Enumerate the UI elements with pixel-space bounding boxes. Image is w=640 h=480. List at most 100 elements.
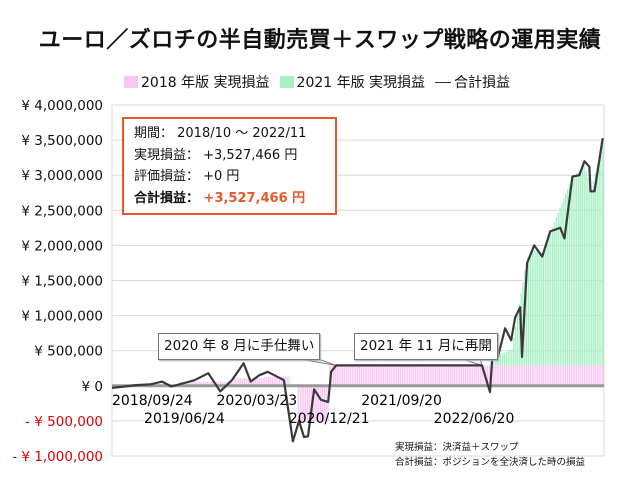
footnote-realized: 実現損益：決済益＋スワップ xyxy=(395,442,519,453)
bar-2021 xyxy=(581,167,584,366)
bar-2018 xyxy=(373,365,376,386)
bar-2018 xyxy=(303,385,305,421)
bar-2021 xyxy=(596,164,598,366)
bar-2018 xyxy=(501,365,504,386)
y-tick-label: ¥ 2,000,000 xyxy=(21,238,103,254)
bar-2018 xyxy=(201,381,203,386)
bar-2021 xyxy=(578,171,580,366)
bar-2018 xyxy=(529,365,532,386)
bar-2018 xyxy=(438,365,441,386)
bar-2021 xyxy=(548,237,550,366)
bar-2018 xyxy=(507,365,509,386)
bar-2018 xyxy=(500,365,502,386)
bar-2021 xyxy=(518,304,520,366)
bar-2018 xyxy=(429,365,431,386)
bar-2018 xyxy=(332,365,335,386)
bar-2018 xyxy=(349,365,351,386)
bar-2018 xyxy=(258,378,260,386)
bar-2018 xyxy=(188,381,190,386)
bar-2021 xyxy=(544,247,546,366)
bar-2018 xyxy=(540,365,543,386)
bar-2018 xyxy=(232,381,234,386)
bar-2018 xyxy=(527,365,530,386)
bar-2018 xyxy=(299,385,301,421)
bar-2018 xyxy=(314,385,316,421)
bar-2018 xyxy=(509,365,511,386)
bar-2018 xyxy=(267,376,270,386)
bar-2018 xyxy=(446,365,448,386)
bar-2018 xyxy=(357,365,359,386)
bar-2018 xyxy=(215,381,218,386)
bar-2018 xyxy=(594,365,597,386)
bar-2018 xyxy=(405,365,407,386)
bar-2018 xyxy=(371,365,374,386)
bar-2018 xyxy=(513,365,515,386)
annotation-restarted: 2021 年 11 月に再開 xyxy=(354,333,498,360)
bar-2021 xyxy=(492,354,494,366)
bar-2018 xyxy=(589,365,591,386)
bar-2018 xyxy=(542,365,545,386)
bar-2021 xyxy=(557,212,559,366)
bar-2018 xyxy=(327,385,329,421)
bar-2018 xyxy=(397,365,400,386)
bar-2018 xyxy=(319,385,322,421)
bar-2018 xyxy=(583,365,585,386)
bar-2018 xyxy=(284,376,286,386)
footnote-total: 合計損益：ポジションを全決済した時の損益 xyxy=(395,457,586,468)
bar-2018 xyxy=(340,365,342,386)
bar-2021 xyxy=(531,249,533,366)
bar-2018 xyxy=(217,381,220,386)
bar-2018 xyxy=(202,381,205,386)
bar-2018 xyxy=(557,365,559,386)
bar-2018 xyxy=(488,365,491,386)
bar-2018 xyxy=(409,365,411,386)
bar-2018 xyxy=(444,365,446,386)
bar-2021 xyxy=(527,260,530,366)
bar-2021 xyxy=(561,203,563,366)
bar-2018 xyxy=(275,376,277,386)
bar-2018 xyxy=(379,365,381,386)
bar-2018 xyxy=(466,365,468,386)
bar-2021 xyxy=(546,242,548,366)
bar-2018 xyxy=(210,381,212,386)
legend-label: 2021 年版 実現損益 xyxy=(296,75,426,91)
bar-2018 xyxy=(555,365,558,386)
bar-2018 xyxy=(585,365,587,386)
bar-2018 xyxy=(238,378,240,386)
bar-2018 xyxy=(301,385,303,421)
bar-2018 xyxy=(568,365,571,386)
bar-2018 xyxy=(280,376,283,386)
bar-2018 xyxy=(459,365,461,386)
bar-2018 xyxy=(204,381,207,386)
legend-swatch-line xyxy=(435,82,452,83)
bar-2018 xyxy=(195,381,197,386)
bar-2018 xyxy=(455,365,457,386)
bar-2018 xyxy=(442,365,444,386)
bar-2018 xyxy=(186,381,188,386)
bar-2018 xyxy=(384,365,387,386)
bar-2021 xyxy=(583,165,585,366)
x-tick-label: 2020/03/23 xyxy=(216,393,297,409)
bar-2018 xyxy=(262,378,264,386)
bar-2018 xyxy=(600,365,602,386)
bar-2018 xyxy=(277,376,279,386)
bar-2018 xyxy=(375,365,377,386)
bar-2018 xyxy=(539,365,541,386)
bar-2018 xyxy=(492,365,494,386)
bar-2018 xyxy=(364,365,366,386)
bar-2018 xyxy=(518,365,520,386)
y-tick-label: ¥ 4,000,000 xyxy=(21,98,103,114)
x-tick-label: 2019/06/24 xyxy=(144,411,225,427)
bar-2018 xyxy=(234,378,236,386)
bar-2018 xyxy=(286,376,288,386)
y-tick-label: - ¥ 500,000 xyxy=(25,414,103,430)
bar-2018 xyxy=(576,365,578,386)
bar-2018 xyxy=(297,385,299,421)
bar-2018 xyxy=(461,365,463,386)
bar-2018 xyxy=(392,365,394,386)
x-tick-label: 2020/12/21 xyxy=(289,411,370,427)
bar-2018 xyxy=(264,376,266,386)
bar-2021 xyxy=(539,251,541,366)
bar-2018 xyxy=(440,365,442,386)
